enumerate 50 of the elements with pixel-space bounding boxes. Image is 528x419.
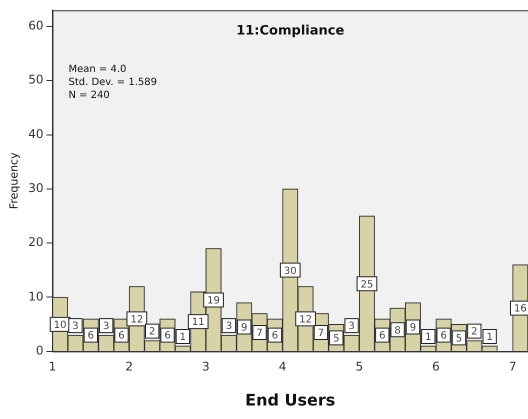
data-label: 6 [272,330,278,342]
y-tick-label: 0 [36,344,44,358]
y-axis-title: Frequency [7,152,20,210]
data-label: 2 [148,326,156,338]
data-label: 9 [241,322,248,334]
data-label: 7 [318,328,324,340]
x-tick-label: 6 [432,360,440,374]
x-tick-label: 5 [355,360,364,374]
data-label: 3 [102,321,110,332]
data-label: 3 [226,321,232,332]
data-label: 30 [284,266,297,277]
text: 11:Compliance [236,24,344,39]
data-label: 6 [379,330,386,342]
y-tick-label: 20 [28,235,44,250]
data-label: 1 [180,332,186,344]
x-tick-label: 4 [278,360,286,374]
data-label: 16 [514,304,527,315]
data-label: 8 [394,325,401,336]
data-label: 7 [256,328,263,340]
data-label: 1 [486,332,493,344]
data-label: 12 [130,314,144,326]
data-label: 6 [118,330,125,342]
data-label: 11 [192,317,205,328]
annotation: N = 240 [68,90,110,101]
x-tick-label: 1 [48,360,56,374]
data-label: 12 [299,314,312,326]
data-label: 1 [425,332,432,344]
data-label: 5 [456,333,462,344]
data-label: 6 [440,330,447,342]
data-label: 25 [360,279,374,290]
x-tick-label: 3 [202,360,210,374]
data-label: 10 [54,320,67,331]
y-tick-label: 50 [28,72,44,87]
data-label: 6 [164,330,171,342]
y-tick-label: 40 [28,126,44,141]
data-label: 3 [348,321,355,332]
data-label: 3 [72,321,79,332]
x-axis-title: End Users [245,390,336,410]
data-label: 5 [333,333,340,344]
annotation: Mean = 4.0 [68,64,126,75]
data-label: 19 [207,296,220,307]
x-tick-label: 2 [125,360,133,374]
data-label: 6 [88,330,94,342]
data-label: 9 [410,322,416,334]
y-tick-label: 60 [28,18,44,33]
y-tick-label: 10 [28,289,44,304]
annotation: Std. Dev. = 1.589 [68,76,157,88]
data-label: 2 [471,326,478,338]
y-tick-label: 30 [28,181,44,196]
x-tick-label: 7 [508,360,516,374]
